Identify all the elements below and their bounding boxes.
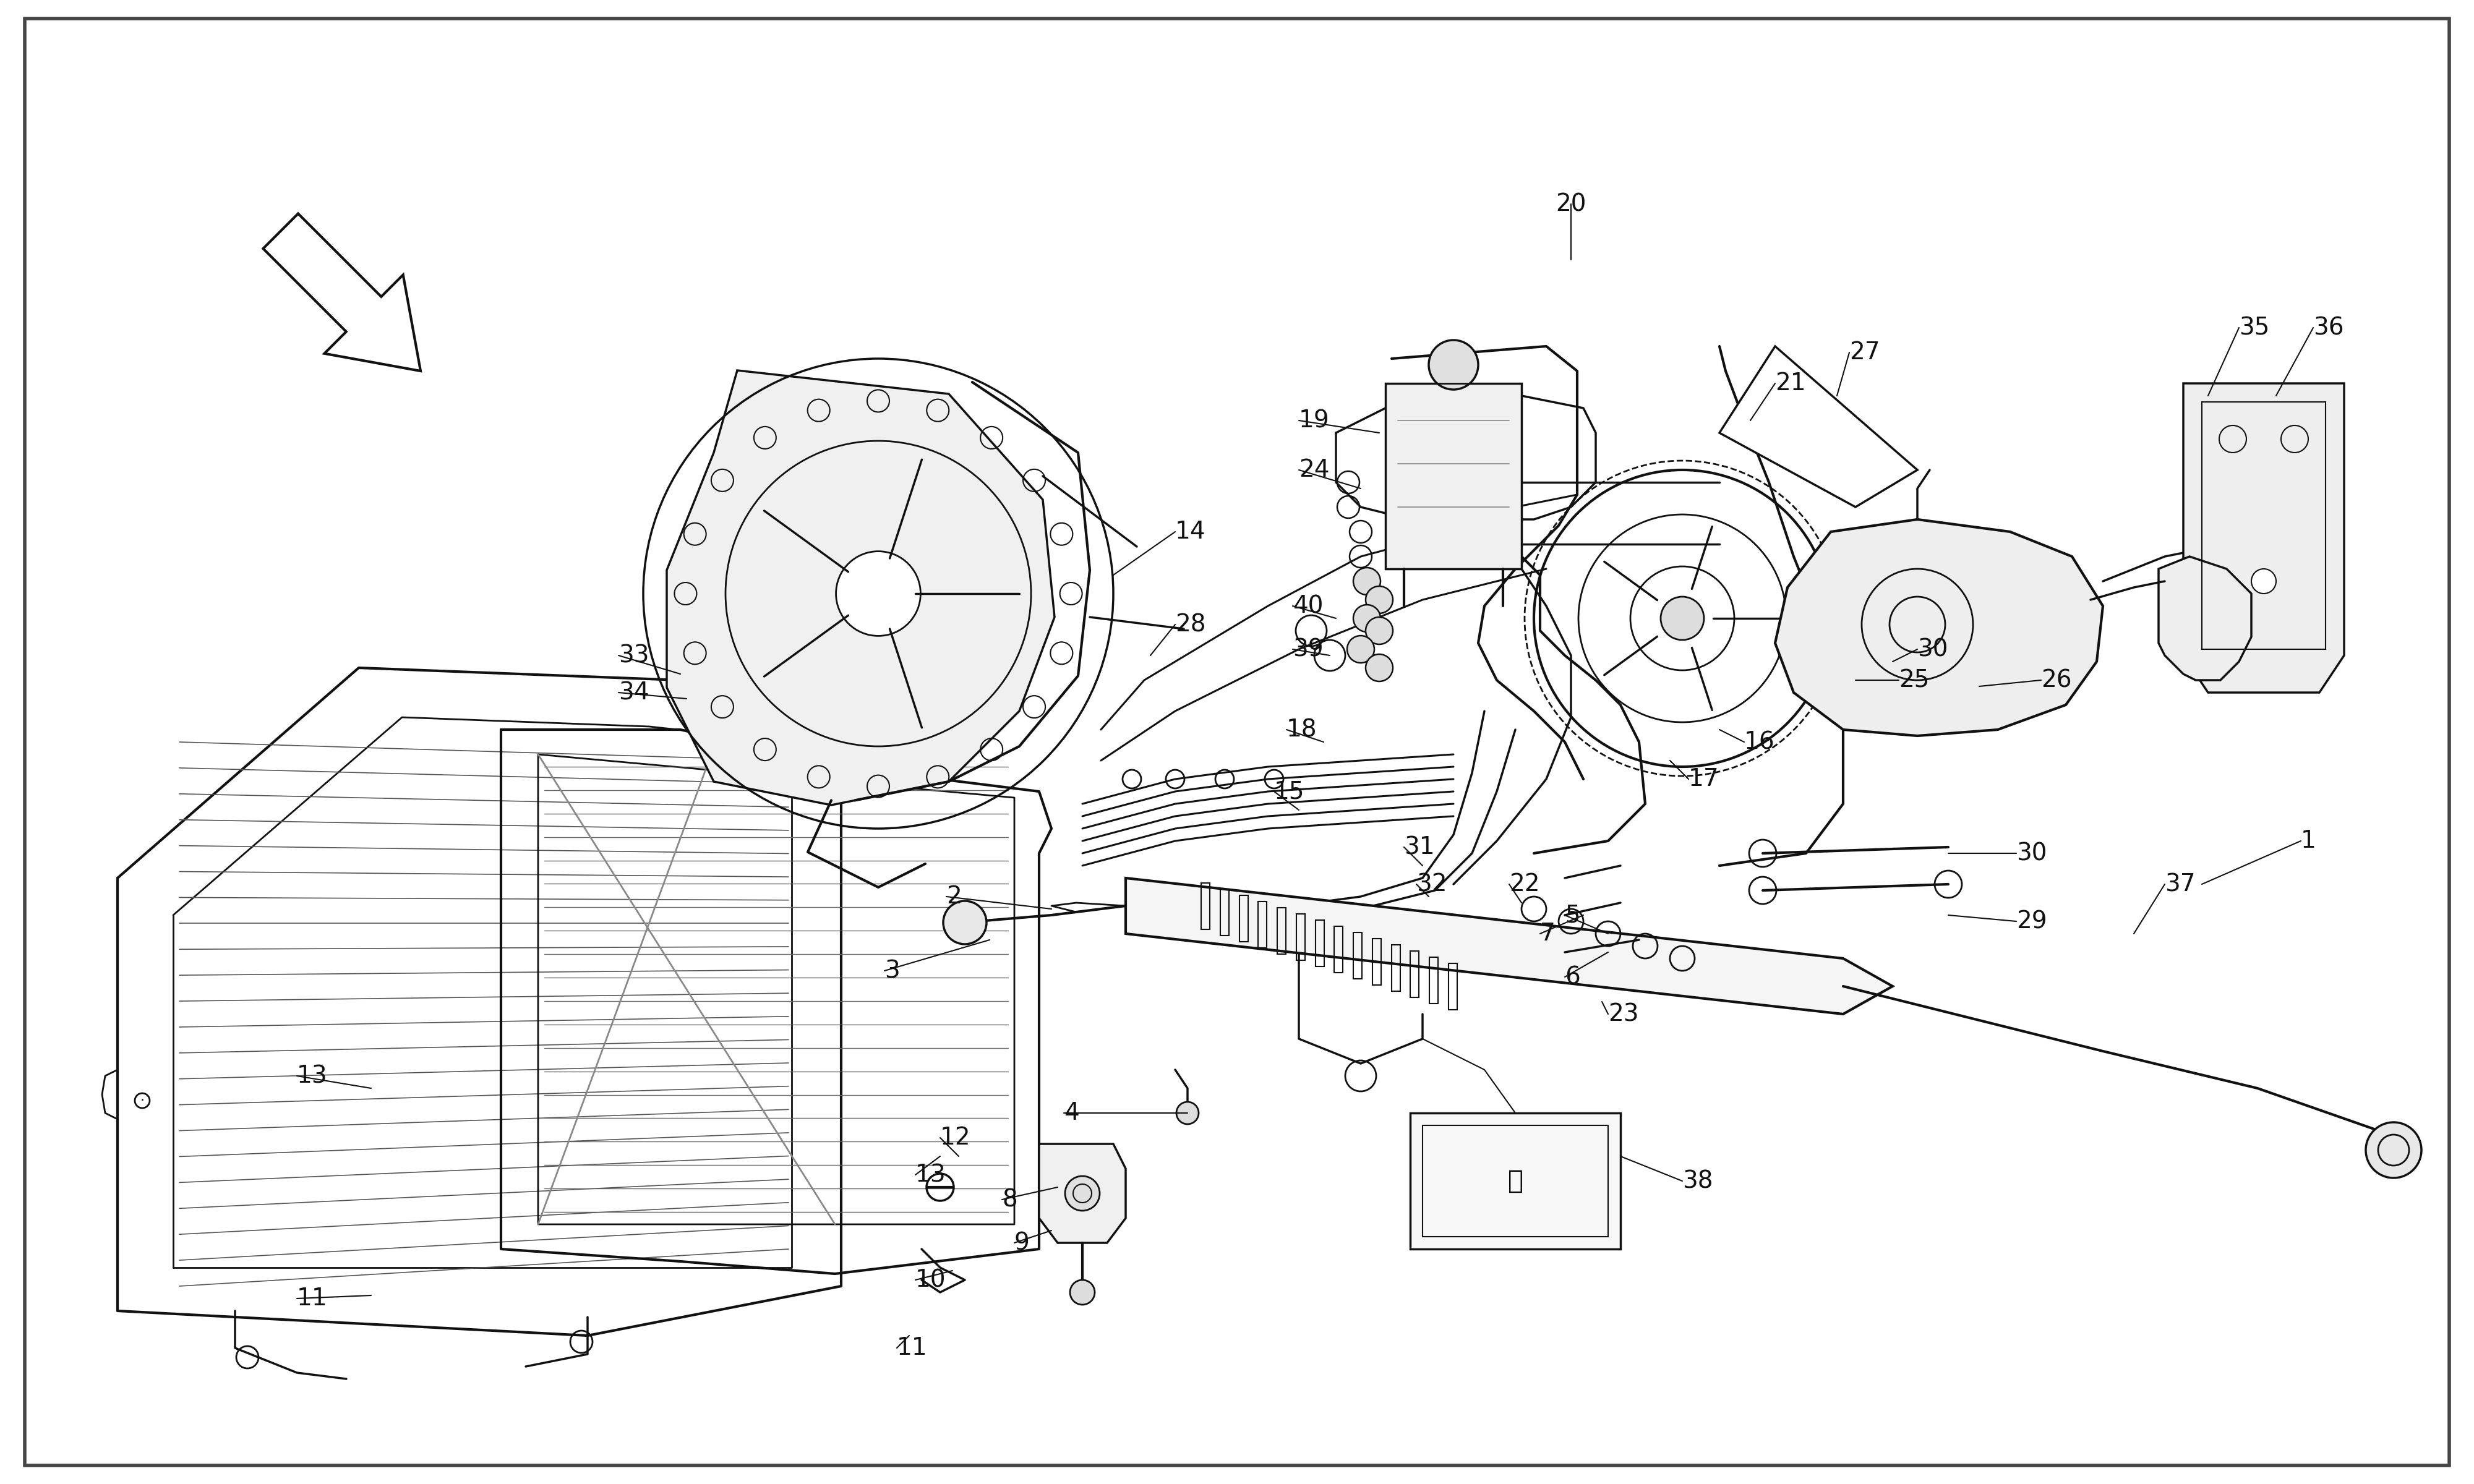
Polygon shape bbox=[262, 214, 421, 371]
Text: 22: 22 bbox=[1509, 873, 1539, 896]
Circle shape bbox=[1178, 1101, 1197, 1125]
Polygon shape bbox=[1776, 519, 2103, 736]
Circle shape bbox=[1064, 1175, 1098, 1211]
Text: 37: 37 bbox=[2165, 873, 2194, 896]
Circle shape bbox=[1353, 567, 1380, 595]
Text: 11: 11 bbox=[896, 1336, 928, 1359]
Circle shape bbox=[1353, 605, 1380, 632]
Text: 36: 36 bbox=[2313, 316, 2343, 340]
Text: 26: 26 bbox=[2041, 668, 2071, 692]
Polygon shape bbox=[2157, 556, 2251, 680]
Text: 13: 13 bbox=[915, 1163, 945, 1187]
Bar bbox=[1410, 951, 1420, 997]
Polygon shape bbox=[1039, 1144, 1126, 1244]
Circle shape bbox=[1069, 1279, 1094, 1304]
Circle shape bbox=[836, 551, 920, 635]
Text: 8: 8 bbox=[1002, 1187, 1017, 1211]
Text: 11: 11 bbox=[297, 1287, 327, 1310]
Bar bbox=[1450, 963, 1457, 1009]
Circle shape bbox=[1366, 617, 1393, 644]
Text: 35: 35 bbox=[2239, 316, 2269, 340]
Polygon shape bbox=[668, 371, 1054, 804]
Bar bbox=[1239, 895, 1247, 941]
Bar bbox=[1296, 914, 1304, 960]
Text: 24: 24 bbox=[1299, 459, 1329, 482]
Text: 6: 6 bbox=[1566, 965, 1581, 988]
Text: 34: 34 bbox=[618, 681, 648, 705]
Text: 32: 32 bbox=[1415, 873, 1447, 896]
Text: 15: 15 bbox=[1274, 779, 1304, 803]
Polygon shape bbox=[1719, 346, 1917, 508]
Text: 20: 20 bbox=[1556, 193, 1586, 215]
Circle shape bbox=[2251, 568, 2276, 594]
Bar bbox=[1333, 926, 1343, 972]
Text: 18: 18 bbox=[1286, 718, 1316, 742]
Text: 🐴: 🐴 bbox=[1507, 1168, 1524, 1195]
Text: 23: 23 bbox=[1608, 1002, 1638, 1025]
Text: 28: 28 bbox=[1175, 613, 1205, 637]
Text: 12: 12 bbox=[940, 1126, 970, 1150]
Text: 13: 13 bbox=[297, 1064, 327, 1088]
Text: 17: 17 bbox=[1687, 767, 1719, 791]
Circle shape bbox=[943, 901, 987, 944]
Text: 3: 3 bbox=[886, 959, 901, 982]
Text: 10: 10 bbox=[915, 1269, 945, 1291]
Text: 38: 38 bbox=[1682, 1169, 1712, 1193]
Bar bbox=[1277, 907, 1286, 954]
Polygon shape bbox=[2185, 383, 2345, 693]
Text: 2: 2 bbox=[945, 884, 962, 908]
Bar bbox=[1353, 932, 1363, 978]
Bar bbox=[1423, 1125, 1608, 1236]
Text: 30: 30 bbox=[1917, 638, 1947, 660]
Text: 1: 1 bbox=[2301, 830, 2316, 853]
Text: 19: 19 bbox=[1299, 408, 1329, 432]
Text: 25: 25 bbox=[1900, 668, 1930, 692]
Bar bbox=[1430, 957, 1437, 1003]
Text: 31: 31 bbox=[1405, 835, 1435, 859]
Circle shape bbox=[1366, 654, 1393, 681]
Text: 9: 9 bbox=[1014, 1232, 1029, 1254]
Circle shape bbox=[1660, 597, 1705, 640]
Bar bbox=[1259, 901, 1267, 948]
Text: 21: 21 bbox=[1776, 371, 1806, 395]
Bar bbox=[1220, 889, 1230, 935]
Bar bbox=[2202, 402, 2326, 650]
Bar bbox=[1316, 920, 1324, 966]
Circle shape bbox=[1366, 586, 1393, 613]
Text: 30: 30 bbox=[2016, 841, 2046, 865]
Bar bbox=[1390, 944, 1400, 991]
Polygon shape bbox=[1126, 879, 1893, 1014]
Text: 27: 27 bbox=[1851, 341, 1880, 364]
Text: 33: 33 bbox=[618, 644, 648, 668]
Text: 39: 39 bbox=[1291, 638, 1324, 660]
Bar bbox=[1410, 1113, 1620, 1250]
Text: 16: 16 bbox=[1744, 730, 1774, 754]
Bar bbox=[1373, 938, 1380, 985]
Bar bbox=[1385, 383, 1522, 568]
Text: 14: 14 bbox=[1175, 519, 1205, 543]
Circle shape bbox=[1430, 340, 1479, 389]
Circle shape bbox=[1346, 635, 1376, 663]
Text: 40: 40 bbox=[1291, 594, 1324, 617]
Text: 29: 29 bbox=[2016, 910, 2046, 933]
Text: ·: · bbox=[141, 1095, 143, 1107]
Text: 4: 4 bbox=[1064, 1101, 1079, 1125]
Circle shape bbox=[2365, 1122, 2422, 1178]
Text: 7: 7 bbox=[1539, 922, 1556, 945]
Bar bbox=[1202, 883, 1210, 929]
Text: 5: 5 bbox=[1566, 904, 1581, 927]
